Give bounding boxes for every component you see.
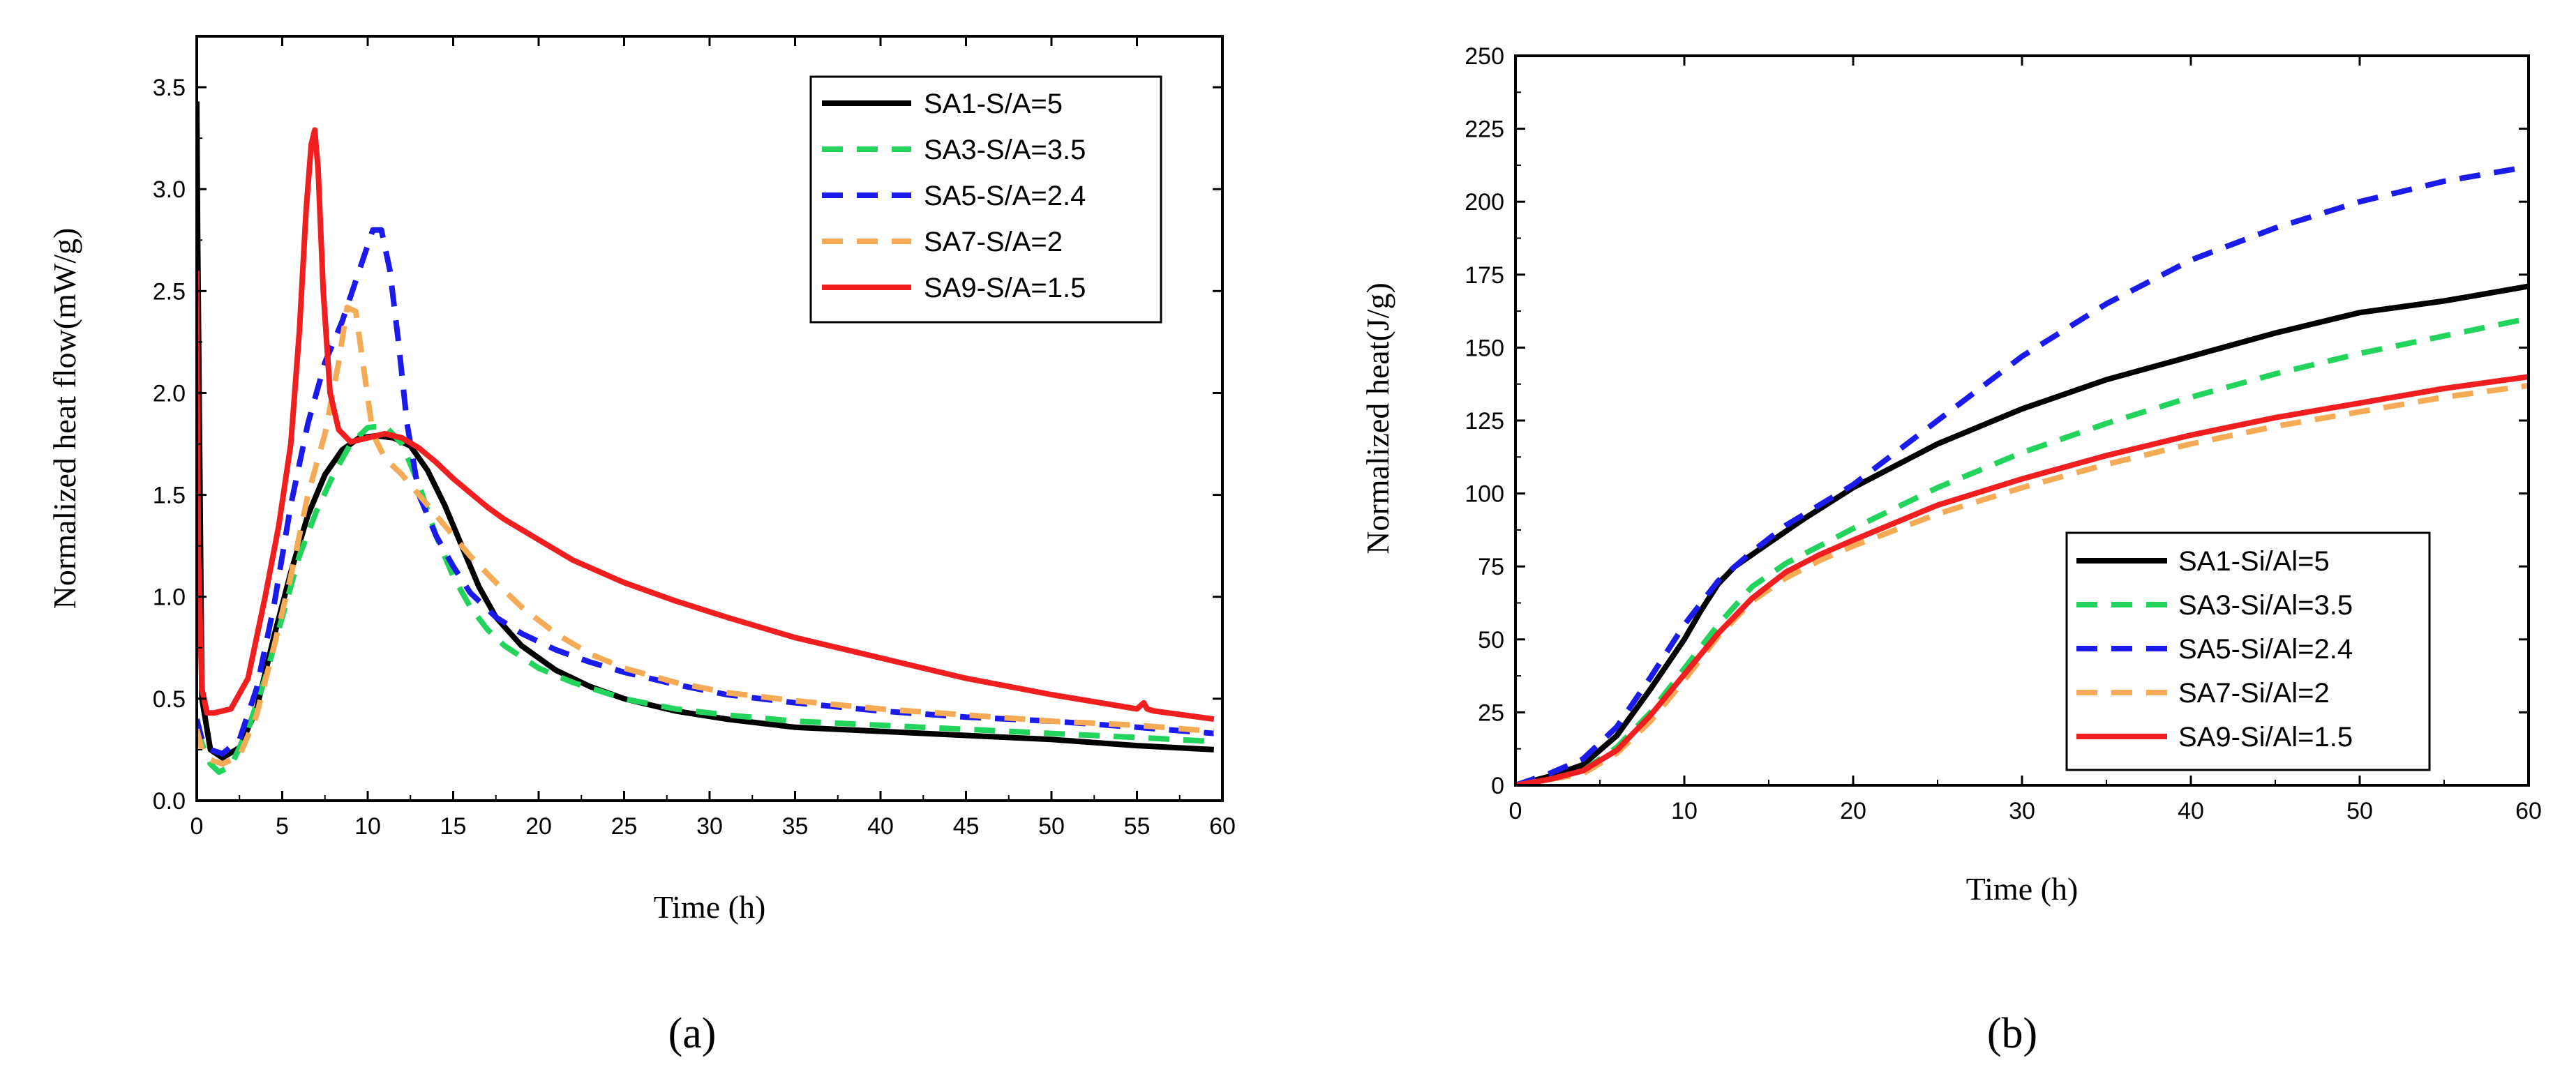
panel-a-x-tick-label: 55	[1124, 813, 1151, 840]
panel-b-series	[1515, 164, 2529, 785]
panel-a: 0 5 10 15 20 25 30 35 40 45 50 55 60 0.0 0.5 1.0 1.5 2.0…	[47, 35, 1236, 1057]
panel-a-series-line-3	[197, 227, 1215, 757]
panel-b-y-tick-label: 75	[1478, 554, 1504, 580]
panel-b-series-line-1	[1515, 283, 2529, 785]
panel-b-legend-label-5: SA9-Si/Al=1.5	[2178, 722, 2353, 753]
panel-b-y-axis-label: Normalized heat(J/g)	[1360, 282, 1395, 554]
panel-a-x-tick-label: 5	[276, 813, 289, 840]
panel-b-y-tick-label: 150	[1465, 335, 1504, 361]
panel-b: 0 10 20 30 40 50 60 0 25 50 75 100 125 150 175 200 225 2…	[1360, 43, 2542, 1057]
panel-b-legend-label-2: SA3-Si/Al=3.5	[2178, 590, 2353, 621]
panel-b-series-line-3	[1515, 164, 2529, 785]
panel-a-y-tick-label: 2.0	[153, 380, 186, 407]
panel-a-x-tick-label: 15	[440, 813, 467, 840]
panel-a-x-axis-label: Time (h)	[654, 889, 766, 925]
panel-a-x-tick-label: 40	[867, 813, 894, 840]
panel-b-x-tick-label: 10	[1671, 798, 1698, 824]
panel-a-series-line-5	[197, 127, 1215, 723]
panel-a-x-tick-label: 35	[782, 813, 809, 840]
panel-a-x-tick-label: 50	[1038, 813, 1065, 840]
panel-b-legend: SA1-Si/Al=5 SA3-Si/Al=3.5 SA5-Si/Al=2.4 SA7…	[2065, 531, 2431, 771]
panel-a-y-ticks: 0.0 0.5 1.0 1.5 2.0 2.5 3.0 3.5	[153, 75, 1222, 815]
panel-a-x-tick-label: 60	[1209, 813, 1236, 840]
panel-a-legend-label-4: SA7-S/A=2	[924, 227, 1063, 257]
panel-a-label: (a)	[668, 1010, 717, 1057]
panel-b-legend-label-4: SA7-Si/Al=2	[2178, 678, 2330, 709]
panel-b-legend-label-3: SA5-Si/Al=2.4	[2178, 634, 2353, 665]
panel-a-x-tick-label: 0	[190, 813, 204, 840]
panel-b-label: (b)	[1987, 1010, 2037, 1057]
panel-a-legend-label-1: SA1-S/A=5	[924, 89, 1063, 119]
panel-a-legend: SA1-S/A=5 SA3-S/A=3.5 SA5-S/A=2.4 SA7-S/A=2…	[809, 75, 1162, 324]
panel-a-series-line-2	[197, 423, 1215, 776]
panel-b-x-tick-label: 20	[1840, 798, 1866, 824]
panel-a-x-tick-label: 30	[696, 813, 723, 840]
panel-a-legend-label-5: SA9-S/A=1.5	[924, 273, 1086, 303]
panel-a-y-tick-label: 1.0	[153, 584, 186, 611]
panel-b-x-tick-label: 30	[2009, 798, 2035, 824]
panel-a-y-tick-label: 0.0	[153, 788, 186, 815]
panel-b-x-tick-label: 40	[2178, 798, 2204, 824]
panel-b-y-tick-label: 50	[1478, 627, 1504, 653]
panel-b-legend-label-1: SA1-Si/Al=5	[2178, 546, 2330, 577]
panel-b-series-line-5	[1515, 374, 2529, 785]
panel-b-x-ticks: 0 10 20 30 40 50 60	[1509, 56, 2542, 824]
panel-a-y-axis-label: Normalized heat flow(mW/g)	[47, 228, 82, 610]
panel-a-x-tick-label: 25	[611, 813, 638, 840]
panel-b-y-tick-label: 125	[1465, 408, 1504, 434]
panel-a-x-tick-label: 10	[354, 813, 381, 840]
panel-a-y-tick-label: 3.5	[153, 75, 186, 101]
panel-a-series	[197, 101, 1215, 776]
panel-a-series-line-4	[197, 304, 1215, 767]
panel-a-series-line-1	[197, 101, 1215, 761]
panel-b-x-tick-label: 0	[1509, 798, 1522, 824]
panel-b-y-tick-label: 250	[1465, 43, 1504, 70]
panel-b-y-tick-label: 100	[1465, 481, 1504, 508]
panel-b-x-tick-label: 60	[2515, 798, 2542, 824]
panel-a-x-tick-label: 20	[525, 813, 552, 840]
panel-a-y-tick-label: 3.0	[153, 176, 186, 203]
panel-b-y-tick-label: 175	[1465, 262, 1504, 289]
panel-a-legend-label-2: SA3-S/A=3.5	[924, 135, 1086, 165]
panel-a-y-tick-label: 0.5	[153, 686, 186, 713]
panel-b-y-ticks: 0 25 50 75 100 125 150 175 200 225 250	[1465, 43, 2529, 799]
panel-b-x-axis-label: Time (h)	[1966, 871, 2079, 907]
panel-a-y-tick-label: 2.5	[153, 278, 186, 305]
panel-a-legend-label-3: SA5-S/A=2.4	[924, 181, 1086, 211]
panel-a-y-tick-label: 1.5	[153, 483, 186, 509]
panel-b-x-tick-label: 50	[2346, 798, 2373, 824]
panel-b-y-tick-label: 25	[1478, 700, 1504, 726]
panel-b-y-tick-label: 225	[1465, 116, 1504, 143]
panel-b-y-tick-label: 200	[1465, 189, 1504, 216]
panel-a-legend-box	[809, 75, 1162, 324]
panel-b-y-tick-label: 0	[1491, 773, 1504, 799]
panel-a-x-ticks: 0 5 10 15 20 25 30 35 40 45 50 55 60	[190, 36, 1236, 840]
panel-a-x-tick-label: 45	[953, 813, 980, 840]
